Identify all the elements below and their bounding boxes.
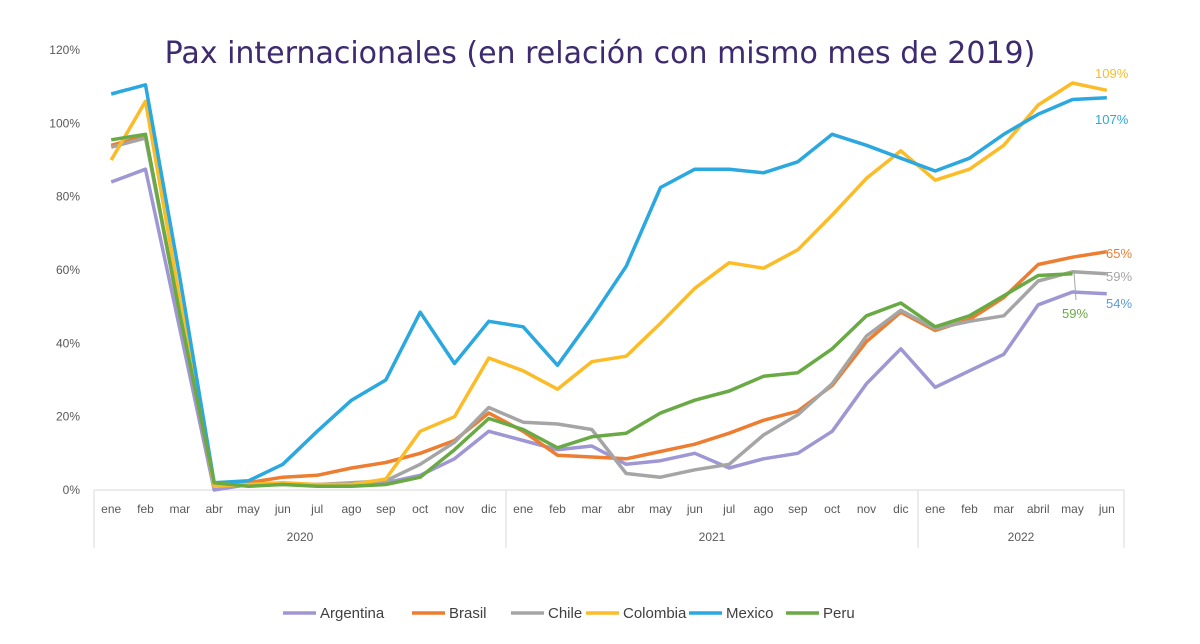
- x-tick-label: mar: [993, 502, 1014, 516]
- legend-label: Brasil: [449, 605, 487, 622]
- y-tick-label: 20%: [56, 410, 80, 424]
- x-tick-label: dic: [481, 502, 496, 516]
- x-tick-label: nov: [857, 502, 876, 516]
- end-label-argentina: 54%: [1106, 296, 1132, 311]
- series-line-colombia: [109, 81, 1108, 489]
- end-label-brasil: 65%: [1106, 246, 1132, 261]
- x-tick-label: oct: [824, 502, 841, 516]
- x-tick-label: jul: [722, 502, 735, 516]
- legend-label: Colombia: [623, 605, 687, 622]
- y-tick-label: 40%: [56, 336, 80, 350]
- end-label-peru: 59%: [1062, 306, 1088, 321]
- y-tick-label: 60%: [56, 263, 80, 277]
- x-tick-label: feb: [961, 502, 978, 516]
- x-tick-label: abr: [205, 502, 222, 516]
- legend-label: Chile: [548, 605, 582, 622]
- legend-label: Mexico: [726, 605, 774, 622]
- series-line-argentina: [110, 167, 1107, 492]
- x-tick-label: jun: [274, 502, 291, 516]
- y-tick-label: 80%: [56, 190, 80, 204]
- x-tick-label: mar: [581, 502, 602, 516]
- end-label-mexico: 107%: [1095, 112, 1129, 127]
- x-axis: ene feb mar abr may jun jul ago sep oct nov dic ene f…: [93, 489, 1125, 548]
- x-tick-label: ene: [101, 502, 121, 516]
- year-label: 2021: [699, 530, 726, 544]
- end-label-colombia: 109%: [1095, 66, 1129, 81]
- x-tick-label: abril: [1027, 502, 1050, 516]
- series-lines: [109, 81, 1108, 492]
- x-tick-label: abr: [617, 502, 634, 516]
- y-tick-label: 120%: [49, 43, 80, 57]
- series-line-brasil: [110, 134, 1108, 487]
- x-tick-label: dic: [893, 502, 908, 516]
- chart-title: Pax internacionales (en relación con mis…: [165, 36, 1036, 71]
- x-tick-label: sep: [376, 502, 396, 516]
- end-label-chile: 59%: [1106, 269, 1132, 284]
- x-tick-label: sep: [788, 502, 808, 516]
- x-tick-label: ago: [753, 502, 773, 516]
- x-tick-label: nov: [445, 502, 464, 516]
- legend-label: Peru: [823, 605, 855, 622]
- x-tick-label: may: [237, 502, 260, 516]
- y-tick-label: 100%: [49, 116, 80, 130]
- x-tick-label: jul: [310, 502, 323, 516]
- x-tick-label: may: [649, 502, 672, 516]
- x-tick-label: feb: [137, 502, 154, 516]
- x-tick-label: jun: [686, 502, 703, 516]
- x-tick-label: ene: [925, 502, 945, 516]
- x-tick-label: ago: [341, 502, 361, 516]
- legend: Argentina Brasil Chile Colombia Mexico Peru: [283, 605, 855, 622]
- year-label: 2020: [287, 530, 314, 544]
- series-line-peru: [110, 132, 1073, 489]
- x-tick-label: feb: [549, 502, 566, 516]
- x-tick-label: jun: [1098, 502, 1115, 516]
- x-tick-label: oct: [412, 502, 429, 516]
- series-line-mexico: [110, 83, 1107, 485]
- y-tick-label: 0%: [63, 483, 81, 497]
- x-tick-label: ene: [513, 502, 533, 516]
- series-line-chile: [110, 136, 1107, 487]
- x-tick-label: may: [1061, 502, 1084, 516]
- year-label: 2022: [1008, 530, 1035, 544]
- x-tick-label: mar: [169, 502, 190, 516]
- label-leader-line: [1073, 271, 1077, 301]
- y-axis: 0% 20% 40% 60% 80% 100% 120%: [49, 43, 80, 497]
- legend-label: Argentina: [320, 605, 385, 622]
- end-labels: 54% 65% 59% 109% 107% 59%: [1062, 66, 1132, 321]
